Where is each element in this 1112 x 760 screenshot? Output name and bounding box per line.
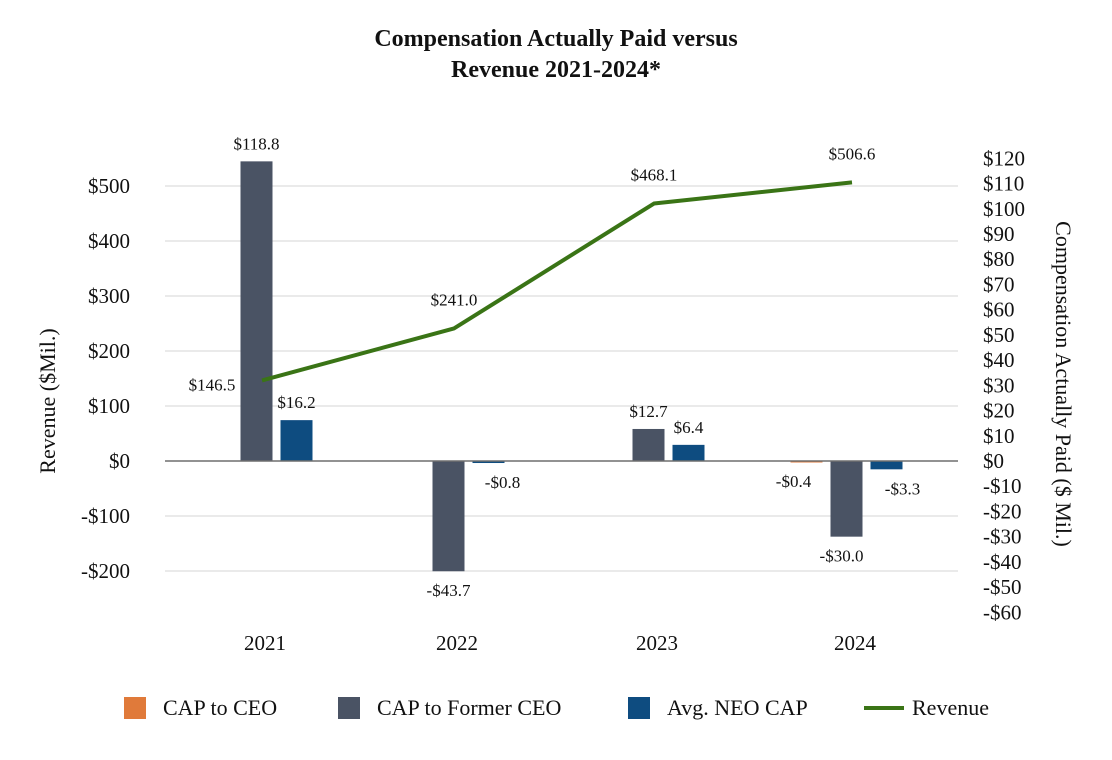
left-axis-tick-label: $300 xyxy=(88,284,130,308)
right-axis-tick-label: -$40 xyxy=(983,550,1022,574)
bar xyxy=(870,461,903,470)
legend-item-cap-to-former-ceo: CAP to Former CEO xyxy=(338,690,561,726)
right-axis-tick-label: -$60 xyxy=(983,600,1022,624)
bars xyxy=(240,161,903,572)
revenue-data-label: $146.5 xyxy=(189,375,236,394)
right-axis-tick-label: $50 xyxy=(983,323,1015,347)
revenue-line xyxy=(261,180,853,383)
axes: $500 $400 $300 $200 $100 $0 -$100 -$200 $120$110… xyxy=(35,146,1076,655)
x-axis-category-label: 2021 xyxy=(244,631,286,655)
x-axis-category-label: 2024 xyxy=(834,631,877,655)
right-axis-tick-label: $70 xyxy=(983,272,1015,296)
bar xyxy=(432,461,465,572)
bar-data-label: $12.7 xyxy=(629,402,668,421)
right-axis-title: Compensation Actually Paid ($ Mil.) xyxy=(1051,221,1076,547)
right-axis-tick-label: $80 xyxy=(983,247,1015,271)
right-axis-tick-label: -$20 xyxy=(983,499,1022,523)
left-axis-tick-label: -$200 xyxy=(81,559,130,583)
bar-data-label: $6.4 xyxy=(674,418,704,437)
bar-data-label: -$0.4 xyxy=(776,472,812,491)
revenue-line-layer xyxy=(261,180,853,383)
legend-label-cap-to-former-ceo: CAP to Former CEO xyxy=(377,695,562,720)
bar-data-label: -$3.3 xyxy=(885,479,920,498)
right-axis-tick-label: $60 xyxy=(983,298,1015,322)
right-axis-tick-label: $120 xyxy=(983,146,1025,170)
x-axis-category-label: 2022 xyxy=(436,631,478,655)
legend-swatch-avg-neo-cap xyxy=(628,697,650,719)
right-axis-tick-label: $30 xyxy=(983,373,1015,397)
gridlines xyxy=(165,185,958,572)
legend: CAP to CEO CAP to Former CEO Avg. NEO CA… xyxy=(0,690,1112,726)
right-axis-tick-label: $20 xyxy=(983,399,1015,423)
left-axis-tick-label: $200 xyxy=(88,339,130,363)
combo-chart: -$0.4 $118.8 -$43.7 $12.7 -$30.0 $16.2 -$0.8 $6… xyxy=(35,134,1076,655)
legend-label-avg-neo-cap: Avg. NEO CAP xyxy=(667,695,808,720)
bar xyxy=(280,420,313,461)
legend-label-revenue: Revenue xyxy=(912,695,989,720)
legend-item-avg-neo-cap: Avg. NEO CAP xyxy=(628,690,808,726)
bar-data-label: -$30.0 xyxy=(820,547,864,566)
x-axis-category-label: 2023 xyxy=(636,631,678,655)
bar-data-label: $118.8 xyxy=(233,134,279,153)
legend-line-revenue xyxy=(864,706,904,710)
chart-title: Compensation Actually Paid versus Revenu… xyxy=(0,24,1112,86)
left-axis-tick-label: $100 xyxy=(88,394,130,418)
bar xyxy=(672,444,705,461)
right-axis-tick-label: $10 xyxy=(983,424,1015,448)
left-axis-tick-label: $500 xyxy=(88,174,130,198)
left-axis-tick-label: -$100 xyxy=(81,504,130,528)
bar-data-label: $16.2 xyxy=(277,393,315,412)
right-axis-tick-label: $100 xyxy=(983,197,1025,221)
revenue-data-label: $241.0 xyxy=(431,290,478,309)
data-labels: -$0.4 $118.8 -$43.7 $12.7 -$30.0 $16.2 -$0.8 $6… xyxy=(189,134,921,600)
legend-swatch-cap-to-ceo xyxy=(124,697,146,719)
right-axis-tick-label: -$10 xyxy=(983,474,1022,498)
right-axis-tick-label: $110 xyxy=(983,172,1024,196)
right-axis-tick-label: $90 xyxy=(983,222,1015,246)
bar xyxy=(472,461,505,464)
right-axis-tick-label: $0 xyxy=(983,449,1004,473)
chart-title-line-1: Compensation Actually Paid versus xyxy=(374,26,738,52)
legend-item-revenue: Revenue xyxy=(864,690,989,726)
revenue-data-label: $468.1 xyxy=(631,166,678,185)
bar-data-label: -$43.7 xyxy=(427,581,471,600)
bar xyxy=(240,161,273,462)
chart-title-line-2: Revenue 2021-2024* xyxy=(451,57,661,83)
legend-swatch-cap-to-former-ceo xyxy=(338,697,360,719)
bar xyxy=(632,428,665,461)
bar-data-label: -$0.8 xyxy=(485,473,520,492)
left-axis-title: Revenue ($Mil.) xyxy=(35,328,60,473)
left-axis-tick-label: $0 xyxy=(109,449,130,473)
bar xyxy=(830,461,863,537)
revenue-data-label: $506.6 xyxy=(829,144,876,163)
legend-item-cap-to-ceo: CAP to CEO xyxy=(124,690,277,726)
left-axis-tick-label: $400 xyxy=(88,229,130,253)
legend-label-cap-to-ceo: CAP to CEO xyxy=(163,695,278,720)
right-axis-tick-label: -$50 xyxy=(983,575,1022,599)
right-axis-tick-label: $40 xyxy=(983,348,1015,372)
right-axis-tick-label: -$30 xyxy=(983,525,1022,549)
